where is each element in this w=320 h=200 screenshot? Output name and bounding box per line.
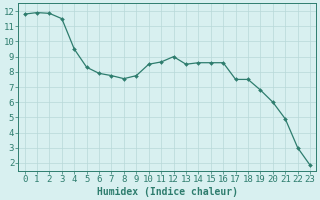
X-axis label: Humidex (Indice chaleur): Humidex (Indice chaleur) [97, 186, 238, 197]
